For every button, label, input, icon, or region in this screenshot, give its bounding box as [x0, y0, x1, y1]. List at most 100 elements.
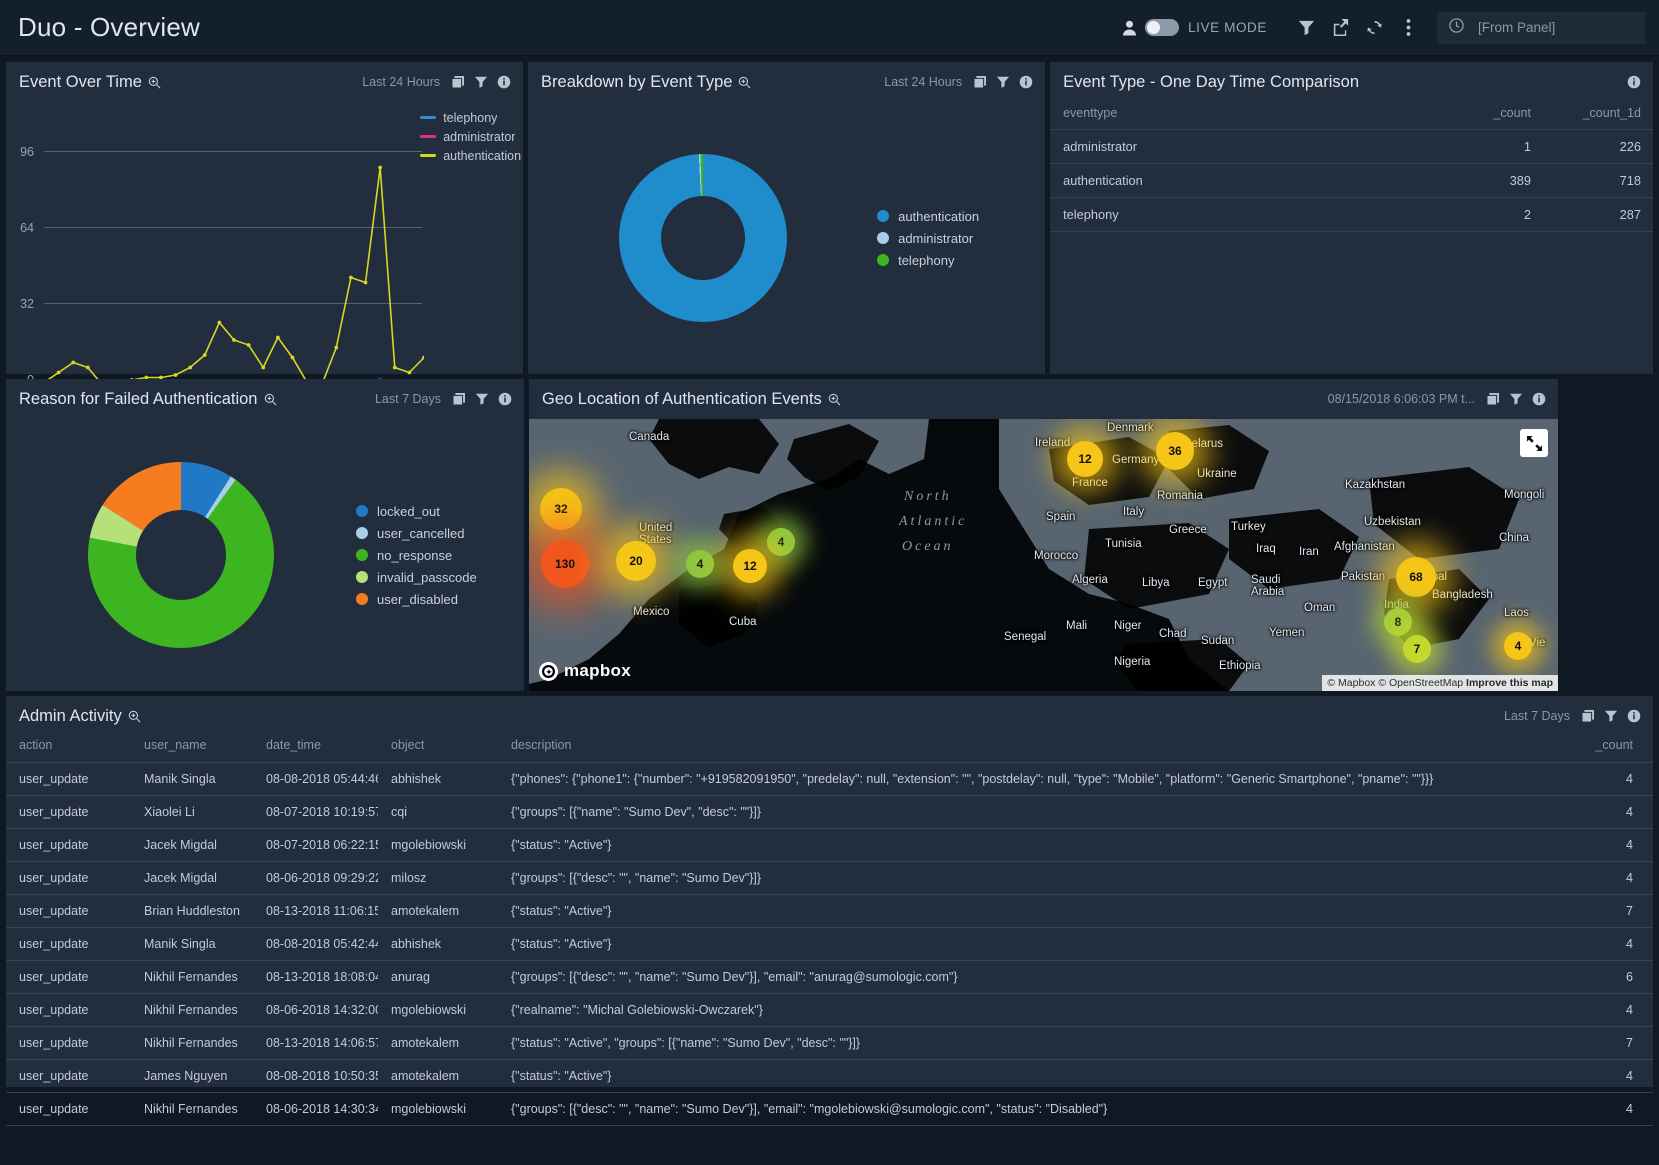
column-header-object[interactable]: object — [378, 736, 498, 763]
column-header-description[interactable]: description — [498, 736, 1563, 763]
legend-item[interactable]: administrator — [877, 227, 1039, 249]
kebab-menu-icon[interactable] — [1391, 11, 1425, 45]
cluster-marker[interactable]: 20 — [616, 541, 656, 581]
share-icon[interactable] — [1323, 11, 1357, 45]
map-canvas[interactable]: North Atlantic Ocean Canada United States Me… — [529, 419, 1558, 691]
column-header-user_name[interactable]: user_name — [131, 736, 253, 763]
cluster-marker[interactable]: 36 — [1156, 432, 1194, 470]
attrib-improve-link[interactable]: Improve this map — [1466, 677, 1553, 689]
legend-item[interactable]: authentication — [420, 146, 521, 165]
column-header-eventtype[interactable]: eventtype — [1050, 102, 1453, 130]
filter-icon[interactable] — [1289, 11, 1323, 45]
table-row[interactable]: authentication 389 718 — [1050, 163, 1653, 198]
legend-item[interactable]: invalid_passcode — [356, 566, 518, 588]
donut-graphic[interactable] — [618, 154, 787, 322]
cell-date_time: 08-13-2018 11:06:15 — [253, 894, 378, 928]
table-row[interactable]: user_update Jacek Migdal 08-06-2018 09:29:… — [6, 861, 1653, 895]
table-row[interactable]: user_update Nikhil Fernandes 08-06-2018 14… — [6, 993, 1653, 1027]
info-icon[interactable] — [1019, 75, 1033, 89]
copy-icon[interactable] — [451, 75, 465, 89]
live-mode-toggle[interactable] — [1145, 19, 1180, 36]
legend-item[interactable]: authentication — [877, 205, 1039, 227]
cell-action: user_update — [6, 993, 131, 1027]
country-label: Iraq — [1256, 543, 1276, 555]
panel-range-label: Last 7 Days — [374, 392, 441, 406]
cluster-marker[interactable]: 4 — [686, 550, 714, 578]
info-icon[interactable] — [1627, 709, 1641, 723]
cell-date_time: 08-06-2018 14:32:00 — [253, 993, 378, 1027]
info-icon[interactable] — [498, 392, 512, 406]
cell-action: user_update — [6, 762, 131, 796]
table-row[interactable]: user_update Xiaolei Li 08-07-2018 10:19:57… — [6, 795, 1653, 829]
legend-item[interactable]: user_disabled — [356, 588, 518, 610]
fullscreen-icon[interactable] — [1520, 429, 1548, 457]
cluster-marker[interactable]: 68 — [1396, 557, 1436, 597]
cluster-marker[interactable]: 130 — [541, 540, 589, 588]
refresh-icon[interactable] — [1357, 11, 1391, 45]
copy-icon[interactable] — [1486, 392, 1500, 406]
filter-icon[interactable] — [996, 75, 1010, 89]
column-header-count[interactable]: _count — [1452, 102, 1543, 130]
legend-item[interactable]: user_cancelled — [356, 522, 518, 544]
info-icon[interactable] — [1627, 75, 1641, 89]
magnify-icon[interactable] — [128, 710, 141, 723]
filter-icon[interactable] — [1604, 709, 1618, 723]
table-row[interactable]: administrator 1 226 — [1050, 129, 1653, 164]
table-row[interactable]: user_update Jacek Migdal 08-07-2018 06:22:… — [6, 828, 1653, 862]
magnify-icon[interactable] — [828, 393, 841, 406]
column-header-count[interactable]: _count — [1563, 736, 1653, 763]
copy-icon[interactable] — [452, 392, 466, 406]
table-header: eventtype _count _count_1d — [1050, 102, 1653, 130]
cluster-marker[interactable]: 8 — [1384, 608, 1412, 636]
info-icon[interactable] — [1532, 392, 1546, 406]
magnify-icon[interactable] — [738, 76, 751, 89]
filter-icon[interactable] — [474, 75, 488, 89]
country-label: Chad — [1159, 628, 1187, 640]
attrib-mapbox[interactable]: © Mapbox — [1327, 677, 1376, 689]
table-header-row: action user_name date_time object descriptio… — [6, 736, 1653, 763]
donut-hole — [660, 196, 745, 280]
table-row[interactable]: user_update James Nguyen 08-08-2018 10:50:… — [6, 1059, 1653, 1093]
cluster-marker[interactable]: 7 — [1403, 635, 1431, 663]
table-row[interactable]: telephony 2 287 — [1050, 197, 1653, 232]
attrib-osm[interactable]: © OpenStreetMap — [1378, 677, 1464, 689]
cell-date_time: 08-13-2018 18:08:04 — [253, 960, 378, 994]
cell-date_time: 08-07-2018 10:19:57 — [253, 795, 378, 829]
legend-item[interactable]: administrator — [420, 127, 521, 146]
column-header-date_time[interactable]: date_time — [253, 736, 378, 763]
mapbox-logo[interactable]: mapbox — [539, 661, 631, 681]
donut-area — [528, 154, 877, 322]
legend-swatch — [356, 527, 368, 539]
cluster-marker[interactable]: 32 — [540, 488, 582, 530]
panel-actions: 08/15/2018 6:06:03 PM t... — [1328, 392, 1546, 406]
magnify-icon[interactable] — [148, 76, 161, 89]
legend-item[interactable]: telephony — [877, 249, 1039, 271]
cluster-marker[interactable]: 4 — [1504, 632, 1532, 660]
gridline — [44, 227, 422, 228]
cluster-marker[interactable]: 4 — [767, 528, 795, 556]
table-row[interactable]: user_update Brian Huddleston 08-13-2018 11… — [6, 894, 1653, 928]
magnify-icon[interactable] — [264, 393, 277, 406]
cluster-marker[interactable]: 12 — [733, 549, 767, 583]
filter-icon[interactable] — [1509, 392, 1523, 406]
info-icon[interactable] — [497, 75, 511, 89]
donut-graphic[interactable] — [88, 462, 274, 648]
legend-item[interactable]: telephony — [420, 108, 521, 127]
copy-icon[interactable] — [1581, 709, 1595, 723]
table-row[interactable]: user_update Manik Singla 08-08-2018 05:44:… — [6, 762, 1653, 796]
column-header-count-1d[interactable]: _count_1d — [1542, 102, 1653, 130]
legend-item[interactable]: no_response — [356, 544, 518, 566]
cluster-marker[interactable]: 12 — [1067, 441, 1103, 477]
cell-object: mgolebiowski — [378, 828, 498, 862]
time-range-selector[interactable]: [From Panel] — [1437, 11, 1645, 44]
table-row[interactable]: user_update Manik Singla 08-08-2018 05:42:… — [6, 927, 1653, 961]
line-chart-legend: telephony administrator authentication — [420, 108, 521, 165]
column-header-action[interactable]: action — [6, 736, 131, 763]
copy-icon[interactable] — [973, 75, 987, 89]
table-row[interactable]: user_update Nikhil Fernandes 08-06-2018 14… — [6, 1092, 1653, 1126]
table-row[interactable]: user_update Nikhil Fernandes 08-13-2018 18… — [6, 960, 1653, 994]
table-row[interactable]: user_update Nikhil Fernandes 08-13-2018 14… — [6, 1026, 1653, 1060]
cell-eventtype: telephony — [1050, 197, 1453, 232]
filter-icon[interactable] — [475, 392, 489, 406]
legend-item[interactable]: locked_out — [356, 500, 518, 522]
